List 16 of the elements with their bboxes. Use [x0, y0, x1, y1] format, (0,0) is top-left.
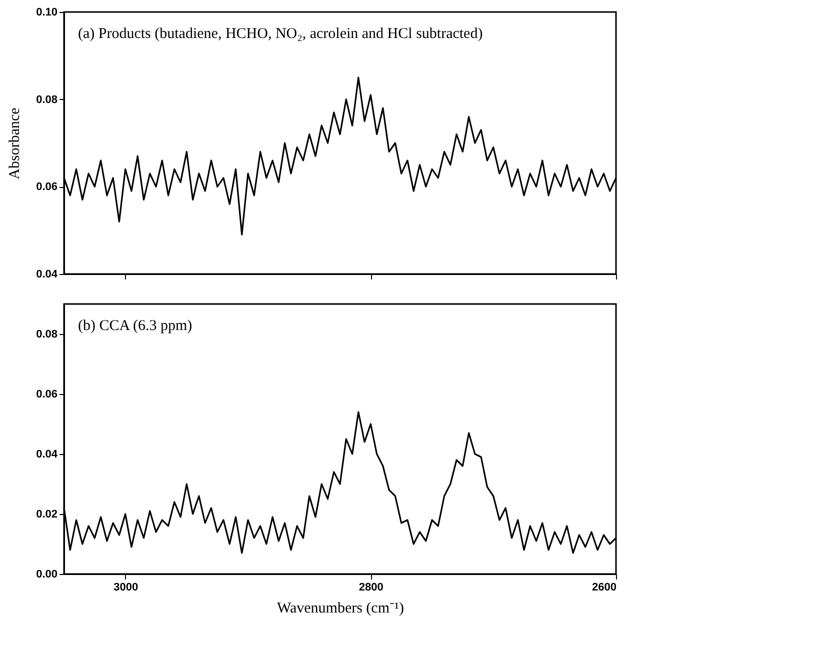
- y-tick-label: 0.00: [36, 568, 58, 580]
- x-tick-label: 2600: [592, 582, 616, 594]
- y-tick-label: 0.10: [36, 6, 58, 18]
- annotation: (a) Products (butadiene, HCHO, NO₂, acrolein and HCl subtracted): [78, 26, 483, 42]
- y-tick-label: 0.08: [36, 328, 58, 340]
- y-tick-label: 0.02: [36, 508, 58, 520]
- annotation: (b) CCA (6.3 ppm): [78, 318, 192, 334]
- x-axis-title: Wavenumbers (cm⁻¹): [277, 600, 404, 616]
- y-tick-label: 0.06: [36, 388, 58, 400]
- y-tick-label: 0.04: [36, 268, 58, 280]
- y-axis-title: Absorbance: [7, 107, 24, 180]
- y-tick-label: 0.06: [36, 181, 58, 194]
- x-tick-label: 2800: [358, 582, 384, 594]
- x-tick-label: 3000: [114, 582, 138, 594]
- y-tick-label: 0.04: [36, 448, 58, 460]
- y-tick-label: 0.08: [36, 94, 58, 106]
